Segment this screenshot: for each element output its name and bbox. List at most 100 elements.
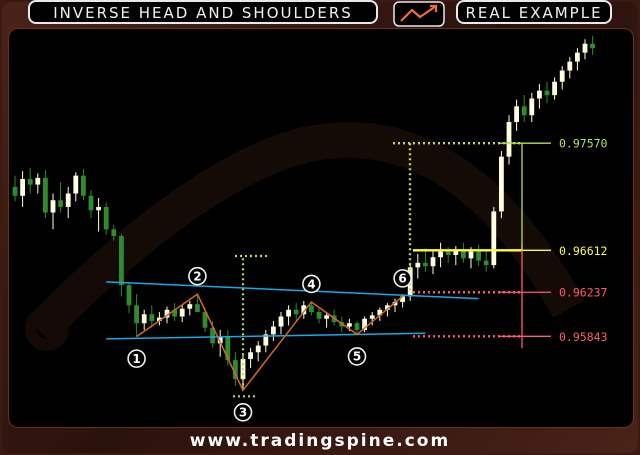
candle-body (286, 309, 291, 317)
candle-body (27, 178, 33, 185)
price-level-label: 0.97570 (559, 137, 608, 151)
candle-body (43, 177, 48, 213)
candle-body (582, 43, 588, 53)
pattern-title: INVERSE HEAD AND SHOULDERS (28, 0, 378, 24)
candle-body (126, 285, 132, 306)
candle-body (179, 308, 185, 317)
pattern-point-label: 5 (353, 350, 361, 364)
candle-body (430, 257, 436, 267)
candle-body (552, 81, 557, 96)
candle-body (506, 121, 512, 157)
pattern-point-label: 6 (398, 272, 406, 286)
candle-body (362, 318, 367, 330)
candle-body (476, 251, 481, 261)
price-level-label: 0.96237 (559, 286, 608, 300)
pattern-point-label: 2 (193, 269, 201, 283)
website-footer: www.tradingspine.com (189, 431, 451, 451)
candle-body (400, 296, 405, 302)
candle-body (248, 352, 253, 359)
candle-body (491, 211, 497, 266)
pattern-point-marker (393, 269, 412, 288)
price-level-label: 0.95843 (559, 330, 608, 344)
pattern-point-marker (188, 266, 207, 286)
pattern-zigzag (136, 293, 404, 392)
candle-body (96, 206, 101, 211)
candle-body (149, 314, 155, 321)
candle-body (521, 106, 527, 116)
candle-body (278, 316, 284, 327)
pattern-point-marker (302, 274, 321, 294)
candle-body (499, 156, 504, 212)
candle-body (453, 249, 459, 256)
candles-layer (12, 35, 595, 391)
candle-body (529, 98, 535, 116)
pattern-point-label: 4 (307, 277, 315, 291)
candle-body (559, 70, 565, 82)
candle-body (316, 312, 322, 319)
candle-body (438, 251, 443, 258)
pattern-point-label: 3 (239, 406, 247, 420)
candle-body (58, 200, 63, 207)
candle-body (217, 336, 223, 344)
neckline (106, 281, 479, 300)
pattern-point-label: 1 (132, 352, 140, 366)
candle-body (134, 305, 139, 324)
candle-body (385, 305, 390, 310)
candle-body (347, 323, 352, 327)
levels-layer: 0.97570 0.96612 0.96237 0.95843 (233, 137, 608, 398)
candle-body (309, 305, 314, 313)
candle-body (88, 195, 94, 211)
candle-body (210, 327, 215, 344)
support-line (106, 332, 426, 340)
candle-body (141, 314, 147, 324)
candle-body (20, 178, 25, 196)
candle-body (423, 262, 428, 267)
candle-body (172, 309, 177, 317)
candle-body (271, 326, 276, 335)
candle-body (468, 251, 474, 259)
candle-body (12, 186, 18, 196)
candle-body (73, 175, 79, 194)
candle-body (483, 260, 489, 266)
pattern-point-marker (233, 402, 253, 422)
candle-body (187, 304, 193, 309)
candle-body (195, 304, 200, 313)
trendlines-layer (106, 281, 479, 392)
candle-body (202, 312, 208, 328)
candle-body (537, 90, 542, 99)
candle-body (354, 323, 360, 330)
candle-body (324, 315, 329, 319)
pattern-points-layer: 1 2 3 4 5 6 (127, 266, 412, 422)
chart-area: 0.97570 0.96612 0.96237 0.95843 1 2 3 4 5 6 (8, 28, 634, 428)
candle-body (377, 309, 383, 316)
candle-body (590, 43, 595, 49)
tradingspine-logo-icon (393, 1, 445, 27)
candle-body (461, 249, 466, 259)
candle-body (157, 317, 162, 321)
candle-body (225, 336, 231, 361)
pattern-point-marker (127, 349, 146, 368)
candle-body (369, 315, 375, 319)
watermark-logo-icon (25, 122, 585, 351)
candle-body (415, 262, 421, 268)
candle-body (164, 309, 170, 318)
candle-body (50, 200, 56, 213)
candle-body (567, 61, 573, 71)
price-chart: 0.97570 0.96612 0.96237 0.95843 1 2 3 4 5 6 (12, 35, 608, 422)
candle-body (111, 229, 117, 237)
candle-body (575, 52, 580, 62)
pattern-point-marker (347, 347, 367, 366)
candle-body (81, 175, 86, 196)
candle-body (263, 334, 269, 346)
candle-body (544, 90, 550, 96)
price-level-label: 0.96612 (559, 244, 607, 258)
candle-body (293, 309, 299, 315)
candle-body (445, 251, 451, 256)
candle-body (233, 360, 238, 380)
candle-body (301, 305, 307, 315)
candle-body (514, 106, 519, 122)
example-label: REAL EXAMPLE (456, 0, 612, 24)
candle-body (35, 177, 41, 185)
candle-body (119, 236, 124, 286)
candle-body (65, 193, 71, 207)
